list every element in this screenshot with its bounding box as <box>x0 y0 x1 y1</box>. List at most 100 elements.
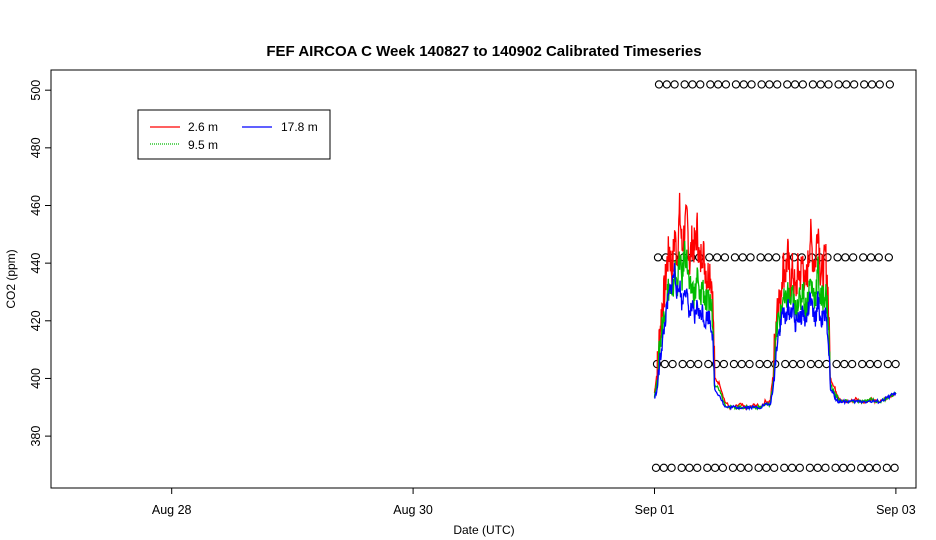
calibration-point <box>884 253 893 262</box>
y-tick-label: 440 <box>29 253 43 274</box>
calibration-point <box>686 359 695 369</box>
plot-area <box>50 69 917 489</box>
x-axis-label: Date (UTC) <box>453 523 514 537</box>
calibration-point <box>668 359 677 369</box>
y-tick-label: 460 <box>29 195 43 216</box>
calibration-point <box>858 359 867 369</box>
calibration-point <box>659 463 668 472</box>
calibration-point <box>833 253 842 262</box>
calibration-point <box>680 80 689 89</box>
y-tick-label: 380 <box>29 426 43 447</box>
calibration-point <box>736 463 745 472</box>
calibration-point <box>783 80 792 89</box>
y-tick-label: 480 <box>29 137 43 158</box>
calibration-point <box>798 80 807 89</box>
calibration-point <box>712 253 722 262</box>
calibration-point <box>745 359 754 369</box>
calibration-point <box>780 463 789 472</box>
calibration-point <box>706 80 715 89</box>
calibration-point <box>703 463 712 472</box>
calibration-point <box>883 359 892 369</box>
series-line-2-6-m <box>653 192 897 411</box>
calibration-point <box>719 359 729 369</box>
x-tick-label: Aug 28 <box>152 503 192 517</box>
calibration-point <box>865 359 875 369</box>
calibration-point <box>738 253 747 262</box>
calibration-point <box>737 359 746 369</box>
calibration-point <box>704 359 713 369</box>
calibration-point <box>790 80 800 89</box>
calibration-point <box>806 359 816 369</box>
calibration-point <box>874 253 883 262</box>
calibration-point <box>713 80 723 89</box>
legend: 2.6 m 9.5 m 17.8 m <box>137 109 331 160</box>
calibration-point <box>847 359 857 369</box>
legend-box <box>137 109 331 160</box>
x-tick-label: Sep 03 <box>876 503 916 517</box>
calibration-point <box>678 359 687 369</box>
y-tick-label: 400 <box>29 368 43 389</box>
calibration-point <box>756 253 765 262</box>
calibration-point <box>872 463 881 472</box>
calibration-point <box>729 359 739 369</box>
calibration-point <box>808 80 818 89</box>
calibration-point <box>670 80 679 89</box>
calibration-point <box>860 80 869 89</box>
calibration-point <box>857 463 866 472</box>
calibration-point <box>755 359 764 369</box>
calibration-point <box>746 253 755 262</box>
calibration-point <box>720 253 730 262</box>
calibration-point <box>867 80 877 89</box>
calibration-point <box>757 80 766 89</box>
y-tick-label: 500 <box>29 80 43 101</box>
calibration-point <box>841 253 850 262</box>
calibration-point <box>834 80 843 89</box>
calibration-point <box>730 253 740 262</box>
calibration-point <box>816 80 825 89</box>
y-tick-label: 420 <box>29 310 43 331</box>
legend-label-9-5m: 9.5 m <box>188 138 218 152</box>
series-lines <box>653 192 897 411</box>
calibration-point <box>814 359 823 369</box>
calibration-point <box>772 253 781 262</box>
calibration-point <box>653 253 663 262</box>
calibration-point <box>882 463 891 472</box>
calibration-point <box>654 80 664 89</box>
calibration-markers <box>651 80 900 472</box>
calibration-point <box>696 80 705 89</box>
calibration-point <box>849 80 859 89</box>
y-axis-label: CO2 (ppm) <box>4 249 18 308</box>
calibration-point <box>832 359 841 369</box>
calibration-point <box>891 359 900 369</box>
calibration-point <box>873 359 882 369</box>
calibration-point <box>788 359 798 369</box>
y-axis: 380 400 420 440 460 480 500 <box>29 80 51 447</box>
calibration-point <box>890 463 899 472</box>
x-tick-label: Aug 30 <box>393 503 433 517</box>
calibration-point <box>789 253 799 262</box>
calibration-point <box>781 359 790 369</box>
calibration-point <box>859 253 868 262</box>
calibration-point <box>770 463 779 472</box>
calibration-point <box>705 253 714 262</box>
calibration-point <box>764 253 773 262</box>
series-line-9-5-m <box>653 240 896 411</box>
calibration-point <box>848 253 858 262</box>
calibration-point <box>739 80 748 89</box>
calibration-point <box>728 463 738 472</box>
series-line-17-8-m <box>653 263 897 411</box>
calibration-point <box>866 253 876 262</box>
calibration-point <box>875 80 884 89</box>
calibration-point <box>796 359 805 369</box>
calibration-point <box>773 80 782 89</box>
calibration-point <box>805 463 815 472</box>
calibration-point <box>839 463 848 472</box>
calibration-point <box>718 463 728 472</box>
calibration-point <box>754 463 763 472</box>
calibration-point <box>677 463 686 472</box>
calibration-point <box>710 463 720 472</box>
calibration-point <box>846 463 856 472</box>
calibration-point <box>651 463 661 472</box>
legend-label-2-6m: 2.6 m <box>188 120 218 134</box>
